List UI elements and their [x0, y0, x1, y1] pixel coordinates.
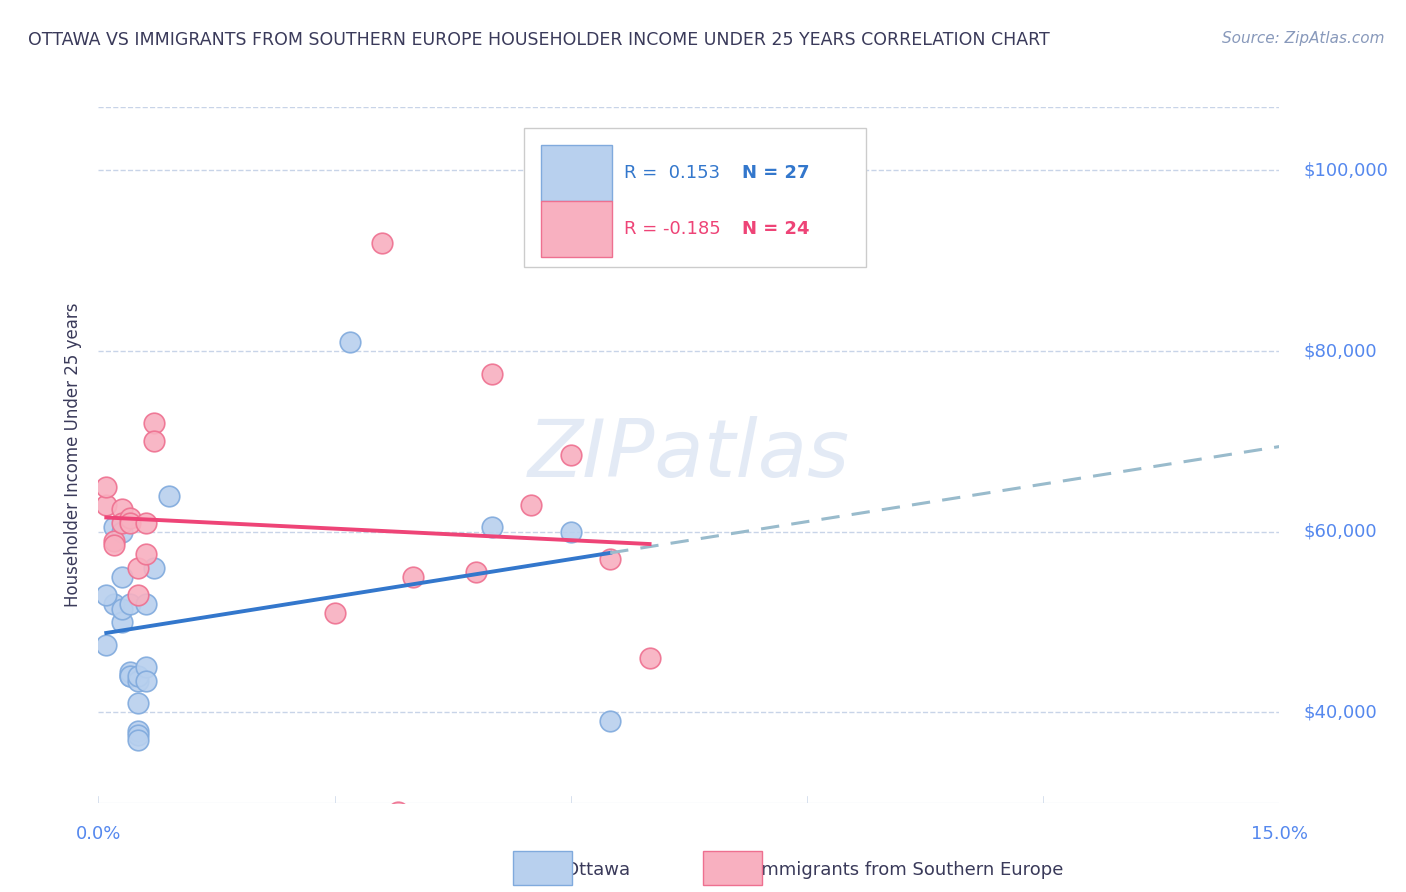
Point [638, 651, 661, 665]
Point [560, 524, 582, 539]
Point [96, 479, 118, 493]
Point [111, 601, 134, 615]
Text: $40,000: $40,000 [1303, 704, 1376, 722]
Point [96, 638, 118, 652]
Point [127, 669, 149, 683]
Point [118, 511, 141, 525]
FancyBboxPatch shape [541, 201, 612, 257]
Point [135, 597, 157, 611]
Point [323, 606, 346, 620]
Text: Source: ZipAtlas.com: Source: ZipAtlas.com [1222, 31, 1385, 46]
Point [142, 561, 165, 575]
Point [599, 551, 621, 566]
Point [481, 367, 503, 381]
Point [339, 334, 361, 349]
Point [520, 498, 543, 512]
Point [127, 732, 149, 747]
Text: R = -0.185: R = -0.185 [624, 219, 721, 238]
Point [135, 673, 157, 688]
Point [118, 665, 141, 679]
Point [481, 520, 503, 534]
Point [142, 417, 165, 431]
Text: N = 24: N = 24 [742, 219, 810, 238]
Point [127, 588, 149, 602]
Point [111, 570, 134, 584]
Point [142, 434, 165, 449]
Point [135, 547, 157, 561]
Y-axis label: Householder Income Under 25 years: Householder Income Under 25 years [65, 302, 83, 607]
Point [96, 498, 118, 512]
Text: $80,000: $80,000 [1303, 342, 1376, 360]
Text: Ottawa: Ottawa [565, 861, 630, 879]
Point [96, 588, 118, 602]
Point [118, 669, 141, 683]
Point [103, 533, 125, 548]
Point [103, 597, 125, 611]
Point [118, 597, 141, 611]
Point [127, 673, 149, 688]
Point [560, 448, 582, 462]
Point [111, 524, 134, 539]
Point [118, 669, 141, 683]
Text: ZIPatlas: ZIPatlas [527, 416, 851, 494]
Point [127, 723, 149, 738]
Text: N = 27: N = 27 [742, 164, 810, 182]
Point [103, 538, 125, 552]
FancyBboxPatch shape [541, 145, 612, 201]
Point [127, 561, 149, 575]
Text: OTTAWA VS IMMIGRANTS FROM SOUTHERN EUROPE HOUSEHOLDER INCOME UNDER 25 YEARS CORR: OTTAWA VS IMMIGRANTS FROM SOUTHERN EUROP… [28, 31, 1050, 49]
Point [387, 805, 409, 819]
Point [371, 235, 394, 250]
Point [111, 502, 134, 516]
Text: $100,000: $100,000 [1303, 161, 1388, 179]
Text: 0.0%: 0.0% [76, 825, 121, 844]
Point [111, 615, 134, 629]
Point [599, 714, 621, 729]
Text: R =  0.153: R = 0.153 [624, 164, 720, 182]
Point [157, 489, 180, 503]
Point [135, 660, 157, 674]
Point [103, 520, 125, 534]
Point [111, 516, 134, 530]
Point [127, 697, 149, 711]
Point [465, 566, 488, 580]
Text: Immigrants from Southern Europe: Immigrants from Southern Europe [756, 861, 1064, 879]
FancyBboxPatch shape [523, 128, 866, 267]
Text: $60,000: $60,000 [1303, 523, 1376, 541]
Point [135, 516, 157, 530]
Point [127, 728, 149, 742]
Point [402, 570, 425, 584]
Text: 15.0%: 15.0% [1251, 825, 1308, 844]
Point [118, 516, 141, 530]
